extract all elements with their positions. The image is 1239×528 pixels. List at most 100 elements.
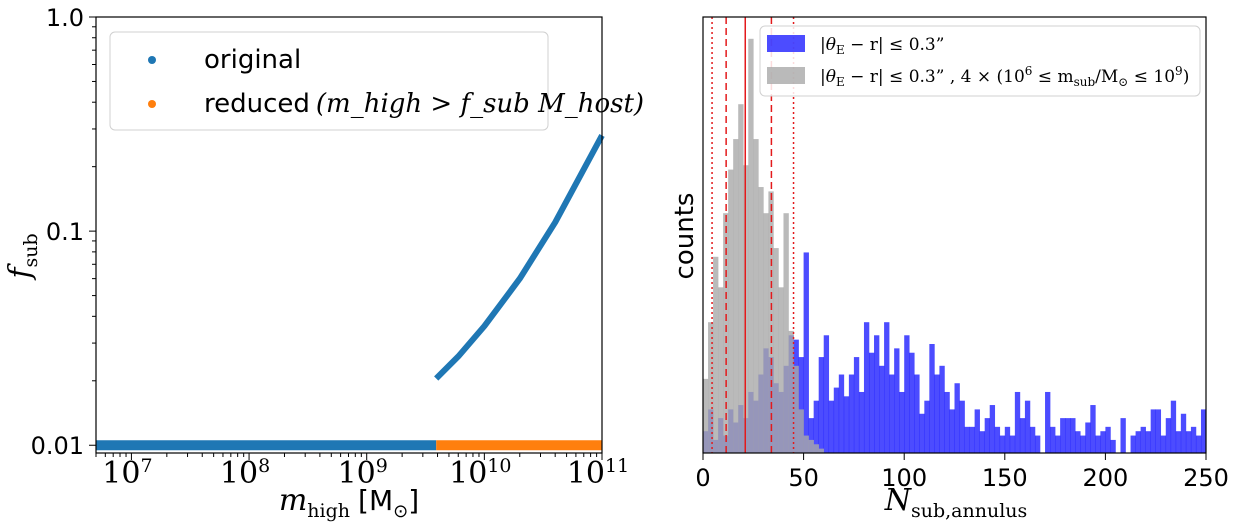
left-y-axis-label: fsub bbox=[3, 233, 42, 280]
histogram-bar-blue bbox=[1065, 418, 1071, 453]
histogram-bar-blue bbox=[823, 335, 830, 453]
x-tick-label: 107 bbox=[102, 455, 152, 491]
left-legend: original reduced (m_high > f_sub M_host) bbox=[109, 31, 644, 131]
histogram-bar-blue bbox=[1140, 426, 1146, 453]
histogram-bar-blue bbox=[1009, 435, 1016, 453]
left-series-group bbox=[96, 133, 605, 451]
x-tick-label: 0 bbox=[695, 464, 710, 492]
legend-label-reduced: reduced (m_high > f_sub M_host) bbox=[204, 89, 644, 119]
histogram-bar-gray bbox=[733, 139, 739, 453]
histogram-bar-blue bbox=[1019, 418, 1026, 453]
histogram-bar-blue bbox=[969, 426, 975, 453]
legend-label-gray: |θE − r| ≤ 0.3” , 4 × (106 ≤ msub/M⊙ ≤ 1… bbox=[820, 64, 1189, 89]
histogram-bar-blue bbox=[1165, 418, 1172, 453]
histogram-bar-gray bbox=[773, 248, 779, 453]
histogram-bar-blue bbox=[1014, 391, 1021, 453]
histogram-bar-blue bbox=[1060, 418, 1066, 453]
legend-label-original: original bbox=[204, 45, 301, 75]
histogram-bar-gray bbox=[748, 38, 754, 454]
histogram-bar-gray bbox=[753, 139, 759, 453]
legend-marker-original bbox=[148, 56, 156, 64]
histogram-bar-gray bbox=[758, 187, 764, 454]
histogram-bar-blue bbox=[808, 418, 814, 453]
x-tick-label: 250 bbox=[1183, 464, 1229, 492]
histogram-bar-blue bbox=[1200, 409, 1207, 453]
x-tick-label: 1011 bbox=[567, 455, 629, 491]
histogram-bar-blue bbox=[858, 391, 865, 453]
histogram-bar-blue bbox=[914, 374, 920, 453]
histogram-bar-gray bbox=[713, 256, 719, 453]
histogram-bar-blue bbox=[828, 400, 835, 453]
left-axes-frame bbox=[95, 16, 603, 454]
histogram-bar-blue bbox=[833, 387, 840, 453]
histogram-bar-blue bbox=[949, 409, 955, 453]
histogram-bar-blue bbox=[1100, 431, 1106, 453]
histogram-bar-blue bbox=[934, 374, 940, 453]
histogram-bar-blue bbox=[1055, 435, 1061, 453]
histogram-bar-blue bbox=[929, 344, 935, 453]
legend-label-blue: |θE − r| ≤ 0.3” bbox=[820, 35, 944, 57]
histogram-bar-gray bbox=[728, 169, 734, 453]
y-tick-label: 0.1 bbox=[46, 218, 84, 246]
histogram-bar-gray bbox=[788, 330, 794, 453]
right-axes-frame bbox=[702, 16, 1207, 454]
histogram-bar-gray bbox=[818, 448, 825, 453]
right-legend-frame bbox=[759, 25, 1201, 97]
legend-marker-reduced bbox=[148, 100, 156, 108]
histogram-bar-blue bbox=[979, 431, 985, 453]
legend-patch-blue bbox=[767, 35, 805, 52]
histogram-bar-blue bbox=[818, 357, 825, 453]
histogram-bar-blue bbox=[813, 400, 819, 453]
x-tick-label: 109 bbox=[338, 455, 388, 491]
histogram-bar-blue bbox=[1180, 413, 1187, 453]
histogram-bar-blue bbox=[1029, 426, 1036, 453]
y-tick-label: 1.0 bbox=[46, 4, 84, 32]
histogram-bar-blue bbox=[843, 396, 850, 453]
histogram-bar-blue bbox=[909, 352, 915, 453]
histogram-bar-blue bbox=[848, 374, 855, 453]
histogram-bar-blue bbox=[889, 374, 895, 453]
histogram-bar-blue bbox=[1135, 431, 1141, 453]
histogram-bar-blue bbox=[924, 400, 930, 453]
histogram-bar-blue bbox=[1024, 400, 1031, 453]
legend-patch-gray bbox=[767, 67, 805, 84]
histogram-bar-gray bbox=[778, 287, 784, 453]
histogram-bar-blue bbox=[1185, 431, 1192, 453]
histogram-bar-gray bbox=[813, 444, 819, 453]
histogram-bar-gray bbox=[718, 287, 724, 453]
histogram-bar-blue bbox=[919, 413, 925, 453]
histogram-bar-blue bbox=[994, 426, 1001, 453]
histogram-bar-gray bbox=[703, 378, 709, 453]
histogram-bar-blue bbox=[999, 435, 1006, 453]
histogram-bar-blue bbox=[1105, 426, 1111, 453]
histogram-bar-blue bbox=[1175, 431, 1182, 453]
histogram-bar-gray bbox=[738, 104, 744, 453]
y-tick-label: 0.01 bbox=[31, 432, 84, 460]
histogram-bar-blue bbox=[899, 391, 905, 453]
histogram-bar-blue bbox=[1075, 431, 1081, 453]
histogram-bar-blue bbox=[904, 335, 910, 453]
right-panel: 0 50 100 150 200 250 counts Nsub,annulus |θE … bbox=[670, 16, 1229, 522]
histogram-bar-gray bbox=[783, 213, 789, 453]
left-y-ticks: 1.0 0.1 0.01 bbox=[31, 4, 96, 460]
right-legend: |θE − r| ≤ 0.3” |θE − r| ≤ 0.3” , 4 × (1… bbox=[759, 25, 1201, 97]
histogram-bar-gray bbox=[798, 409, 804, 453]
left-x-ticks: 107 108 109 1010 1011 bbox=[95, 453, 629, 491]
histogram-bar-gray bbox=[768, 191, 774, 453]
histogram-bar-blue bbox=[1050, 426, 1056, 453]
histogram-bar-blue bbox=[1145, 431, 1151, 453]
x-tick-label: 150 bbox=[982, 464, 1028, 492]
histogram-bar-gray bbox=[763, 213, 769, 453]
histogram-bar-blue bbox=[868, 352, 875, 453]
x-tick-label: 50 bbox=[788, 464, 819, 492]
histogram-bar-blue bbox=[1045, 391, 1051, 453]
histogram-bar-blue bbox=[1170, 400, 1177, 453]
left-panel: 107 108 109 1010 1011 1.0 0.1 0.01 fsub mhigh[… bbox=[3, 4, 644, 522]
series-original-segment-1 bbox=[434, 133, 605, 381]
histogram-bar-blue bbox=[1110, 439, 1116, 453]
histogram-bar-blue bbox=[1004, 426, 1011, 453]
histogram-bar-blue bbox=[798, 357, 804, 453]
left-legend-frame bbox=[109, 31, 549, 131]
histogram-bar-blue bbox=[803, 252, 809, 453]
left-x-axis-label: mhigh [M⊙] bbox=[279, 483, 419, 522]
